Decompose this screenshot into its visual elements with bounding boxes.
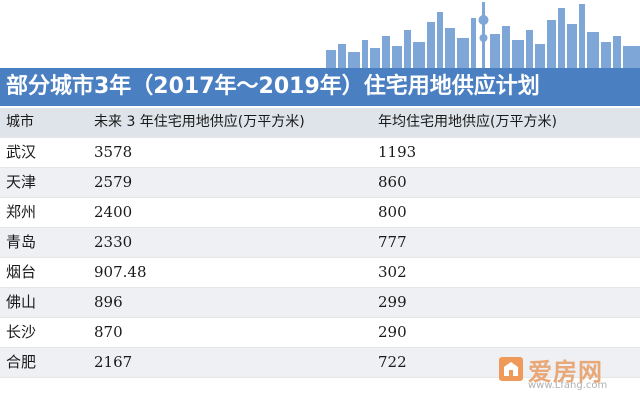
annual-supply-cell: 290 [378,323,407,341]
table-row: 佛山 896 299 [0,288,640,318]
table-row: 郑州 2400 800 [0,198,640,228]
annual-supply-cell: 800 [378,203,407,221]
three-year-supply-cell: 2167 [94,353,133,371]
page-title: 部分城市3年（2017年～2019年）住宅用地供应计划 [0,68,640,106]
table-row: 天津 2579 860 [0,168,640,198]
land-supply-table: 城市 未来 3 年住宅用地供应(万平方米) 年均住宅用地供应(万平方米) 武汉 … [0,108,640,378]
column-header-annual-supply: 年均住宅用地供应(万平方米) [378,114,557,130]
table-header-row: 城市 未来 3 年住宅用地供应(万平方米) 年均住宅用地供应(万平方米) [0,108,640,138]
three-year-supply-cell: 2400 [94,203,133,221]
annual-supply-cell: 299 [378,293,407,311]
table-row: 青岛 2330 777 [0,228,640,258]
watermark-logo: 爱房网 www.Lfang.com [498,354,634,396]
table-row: 武汉 3578 1193 [0,138,640,168]
table-row: 合肥 2167 722 [0,348,640,378]
three-year-supply-cell: 3578 [94,143,133,161]
three-year-supply-cell: 2579 [94,173,133,191]
city-cell: 长沙 [6,323,37,341]
city-cell: 烟台 [6,263,37,281]
city-cell: 武汉 [6,143,37,161]
annual-supply-cell: 1193 [378,143,417,161]
city-cell: 天津 [6,173,37,191]
city-skyline-illustration [326,2,640,70]
column-header-three-year-supply: 未来 3 年住宅用地供应(万平方米) [94,114,305,130]
table-row: 烟台 907.48 302 [0,258,640,288]
city-cell: 合肥 [6,353,37,371]
three-year-supply-cell: 2330 [94,233,133,251]
city-cell: 青岛 [6,233,37,251]
annual-supply-cell: 302 [378,263,407,281]
three-year-supply-cell: 896 [94,293,123,311]
three-year-supply-cell: 870 [94,323,123,341]
annual-supply-cell: 860 [378,173,407,191]
watermark-url: www.Lfang.com [528,380,608,391]
three-year-supply-cell: 907.48 [94,263,147,281]
city-cell: 郑州 [6,203,37,221]
house-logo-icon [499,357,523,381]
column-header-city: 城市 [6,114,34,130]
annual-supply-cell: 777 [378,233,407,251]
city-cell: 佛山 [6,293,37,311]
annual-supply-cell: 722 [378,353,407,371]
table-row: 长沙 870 290 [0,318,640,348]
watermark-brand: 爱房网 [528,358,603,386]
